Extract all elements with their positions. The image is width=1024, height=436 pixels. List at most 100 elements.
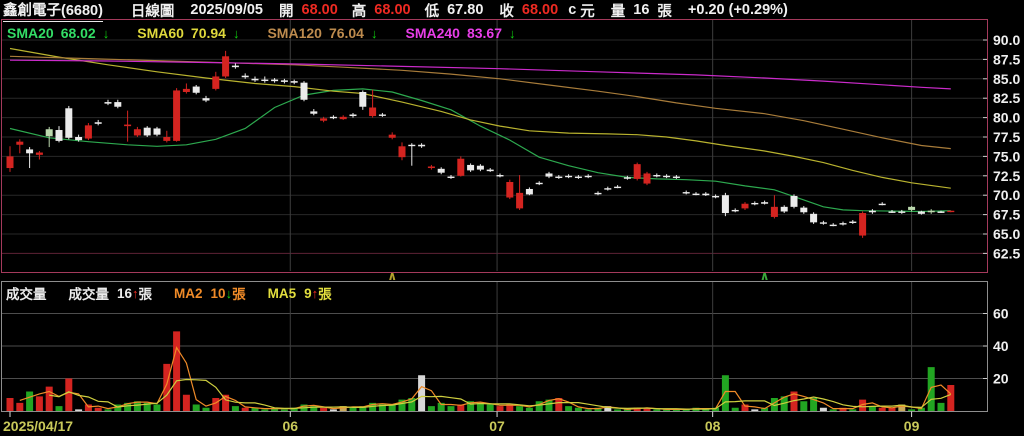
candle: [496, 175, 504, 177]
volume-axis-label: 60: [993, 306, 1009, 322]
candle: [457, 158, 465, 176]
volume-bar: [623, 409, 631, 411]
volume-bar: [124, 402, 132, 411]
stock-name-tab[interactable]: 鑫創電子(6680): [3, 0, 103, 22]
candle: [545, 173, 553, 177]
ma2-value: 10: [210, 285, 226, 301]
candle: [525, 188, 533, 195]
volume-bar: [849, 409, 857, 411]
volume-bar: [133, 401, 141, 411]
volume-bar: [672, 409, 680, 411]
candle: [251, 78, 259, 81]
volume-bar: [447, 406, 455, 411]
candle: [241, 75, 249, 78]
sma240-indicator: SMA240 83.67 ↓: [405, 25, 515, 41]
open-value: 68.00: [301, 2, 338, 18]
open-label: 開: [279, 3, 294, 20]
candle: [682, 192, 690, 194]
volume-bar: [143, 402, 151, 411]
volume-bar: [280, 409, 288, 411]
candle: [231, 65, 239, 68]
sma20-down-arrow-icon: ↓: [102, 25, 110, 41]
volume-bar: [496, 406, 504, 411]
candle: [6, 156, 14, 169]
volume-bar: [437, 402, 445, 411]
candle: [163, 137, 171, 141]
volume-panel-label[interactable]: 成交量: [6, 287, 47, 302]
sma60-indicator: SMA60 70.94 ↓: [137, 25, 239, 41]
candle: [467, 164, 475, 171]
candle: [859, 213, 867, 236]
candle: [153, 128, 161, 135]
candle: [418, 144, 426, 147]
volume-ma-line-ma5: [49, 378, 952, 410]
volume-bar: [241, 407, 249, 411]
candle: [202, 98, 210, 101]
candle: [633, 164, 641, 179]
volume-bar: [643, 407, 651, 411]
volume-bar: [653, 409, 661, 411]
volume-bar: [427, 406, 435, 411]
sma20-label: SMA20: [7, 25, 54, 41]
volume-bar: [731, 407, 739, 411]
volume-axis-label: 20: [993, 371, 1009, 387]
close-value: 68.00: [521, 2, 559, 18]
price-axis-label: 67.5: [993, 207, 1020, 223]
candle: [917, 211, 925, 214]
volume-bar: [231, 406, 239, 411]
date-axis-label: 09: [904, 418, 920, 434]
candle: [731, 209, 739, 212]
candle: [604, 188, 612, 190]
month-gridlines: [289, 20, 913, 410]
volume-bar: [310, 406, 318, 411]
volume-bar: [535, 401, 543, 411]
sma60-down-arrow-icon: ↓: [232, 25, 240, 41]
candle: [339, 116, 347, 120]
sma120-value: 76.04: [328, 25, 364, 41]
sma120-indicator: SMA120 76.04 ↓: [267, 25, 377, 41]
price-gridlines: [2, 39, 987, 254]
volume-bar: [84, 404, 92, 411]
candle: [143, 127, 151, 136]
volume-bar: [75, 409, 83, 411]
title-bar: 鑫創電子(6680) 日線圖 2025/09/05 開 68.00 高 68.0…: [0, 0, 1024, 22]
sma120-down-arrow-icon: ↓: [370, 25, 378, 41]
candle: [114, 102, 122, 107]
candle: [643, 173, 651, 184]
candle: [26, 149, 34, 154]
candle: [486, 169, 494, 172]
candle: [898, 211, 906, 213]
price-axis-label: 90.0: [993, 32, 1020, 48]
candle: [692, 193, 700, 196]
volume-axis-label: 40: [993, 338, 1009, 354]
volume-bar: [868, 406, 876, 411]
volume-bar: [476, 402, 484, 411]
volume-bar: [898, 404, 906, 411]
volume-bar: [290, 407, 298, 411]
low-value: 67.80: [447, 2, 484, 18]
change-text: +0.20 (+0.29%): [687, 2, 788, 18]
volume-bar: [359, 406, 367, 411]
volume-bar: [26, 391, 34, 411]
volume-bar: [202, 407, 210, 411]
candle: [182, 88, 190, 92]
candle: [427, 166, 435, 169]
candle: [555, 176, 563, 178]
candle: [35, 152, 43, 155]
candle: [349, 114, 357, 117]
volume-bar: [457, 404, 465, 411]
candle: [937, 211, 945, 213]
volume-bar: [516, 406, 524, 411]
volume-bar: [486, 404, 494, 411]
volume-bar: [55, 406, 63, 411]
candle: [594, 192, 602, 195]
candle: [369, 107, 377, 117]
volume-bar: [114, 404, 122, 411]
candle: [261, 79, 269, 81]
volume-today-unit: 張: [138, 287, 153, 302]
candle: [839, 223, 847, 225]
price-axis-label: 77.5: [993, 129, 1020, 145]
candle: [721, 195, 729, 214]
volume-bars-layer: [6, 331, 955, 411]
